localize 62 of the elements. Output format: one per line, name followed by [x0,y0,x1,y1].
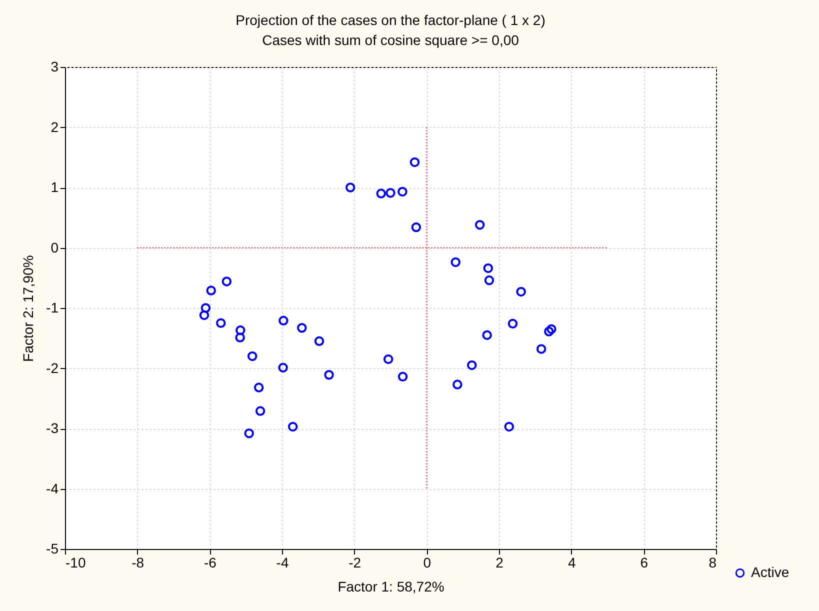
point [345,182,356,192]
point [411,222,422,232]
point [288,422,298,432]
x-tick-label: -4 [276,554,289,570]
point [255,406,266,416]
point [324,370,334,380]
point [244,428,254,438]
y-tick-label: 1 [50,179,59,195]
point [278,362,288,373]
x-tick-label: 8 [708,554,717,570]
point [536,344,546,354]
point [516,286,526,297]
point [544,326,554,336]
y-axis-title: Factor 2: 17,90% [20,255,36,362]
point [235,332,245,342]
point [247,351,258,362]
x-axis-title: Factor 1: 58,72% [338,578,444,594]
point [450,257,460,268]
x-tick-label: -10 [66,554,86,570]
chart-subtitle: Cases with sum of cosine square >= 0,00 [262,32,520,48]
x-tick-label: -6 [204,554,217,570]
point [504,422,514,432]
chart-title: Projection of the cases on the factor-plane ( 1 x 2) [236,12,546,28]
point [474,220,485,230]
point [200,303,211,313]
legend-label: Active [751,564,790,580]
x-tick-label: -2 [348,554,362,570]
point [452,380,462,390]
point [483,263,494,274]
y-tick-label: 2 [50,118,59,135]
point [254,382,264,392]
point [482,330,492,340]
point [206,286,216,296]
point [383,354,394,364]
y-tick-label: -3 [46,420,59,436]
point [297,323,307,333]
point [386,188,396,198]
point [484,275,494,286]
point [546,324,556,334]
y-tick-label: 0 [50,239,59,256]
point [508,318,518,329]
point [278,316,288,326]
y-tick-label: -1 [46,300,59,316]
point [314,336,324,346]
point [398,186,408,197]
y-tick-label: 3 [50,58,59,74]
point [236,325,246,336]
y-tick-label: -5 [46,540,59,556]
point [222,276,232,286]
y-tick-label: -4 [46,480,59,496]
x-tick-label: 4 [568,554,576,570]
x-tick-label: 0 [423,554,432,570]
point [376,188,386,198]
point [467,360,477,370]
point [398,372,408,382]
y-tick-label: -2 [46,360,59,376]
x-tick-label: -8 [132,554,144,570]
x-tick-label: 6 [640,554,648,570]
point [216,318,226,328]
x-tick-label: 2 [496,554,504,570]
point [410,157,420,168]
point [199,310,210,320]
